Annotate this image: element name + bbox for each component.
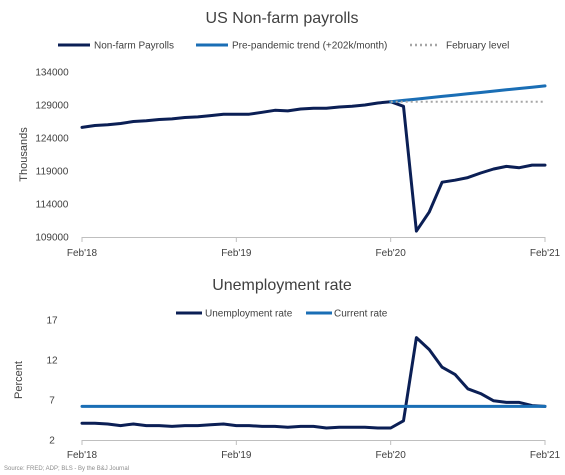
y-tick-label: 7 <box>49 396 55 407</box>
legend-label: Non-farm Payrolls <box>94 41 174 52</box>
series-line-unemployment-rate <box>80 336 547 430</box>
x-tick-label: Feb'19 <box>221 450 252 461</box>
y-tick-label: 124000 <box>35 134 69 145</box>
y-tick-label: 2 <box>49 436 55 447</box>
y-tick-label: 134000 <box>35 68 69 79</box>
y-tick-label: 109000 <box>35 233 69 244</box>
y-tick-label: 114000 <box>36 200 69 211</box>
source-note: Source: FRED; ADP; BLS - By the B&J Jour… <box>4 466 129 472</box>
legend-label: Pre-pandemic trend (+202k/month) <box>232 41 387 52</box>
y-tick-label: 129000 <box>35 101 69 112</box>
chart-title: Unemployment rate <box>212 277 352 294</box>
y-axis-label: Thousands <box>18 127 30 182</box>
y-tick-label: 17 <box>46 316 58 327</box>
series-line-non-farm-payrolls <box>80 100 547 233</box>
legend-label: February level <box>446 41 509 52</box>
y-axis-label: Percent <box>13 361 25 399</box>
x-tick-label: Feb'18 <box>67 248 98 259</box>
series-line-pre-pandemic-trend-202k-month <box>389 84 547 104</box>
y-tick-label: 119000 <box>36 167 69 178</box>
x-tick-label: Feb'20 <box>376 248 407 259</box>
legend-label: Unemployment rate <box>205 309 293 320</box>
x-tick-label: Feb'18 <box>67 450 98 461</box>
y-tick-label: 12 <box>46 356 58 367</box>
x-tick-label: Feb'19 <box>221 248 252 259</box>
chart-title: US Non-farm payrolls <box>206 10 359 27</box>
x-tick-label: Feb'20 <box>376 450 407 461</box>
x-tick-label: Feb'21 <box>530 450 561 461</box>
x-tick-label: Feb'21 <box>530 248 561 259</box>
legend-label: Current rate <box>334 309 388 320</box>
